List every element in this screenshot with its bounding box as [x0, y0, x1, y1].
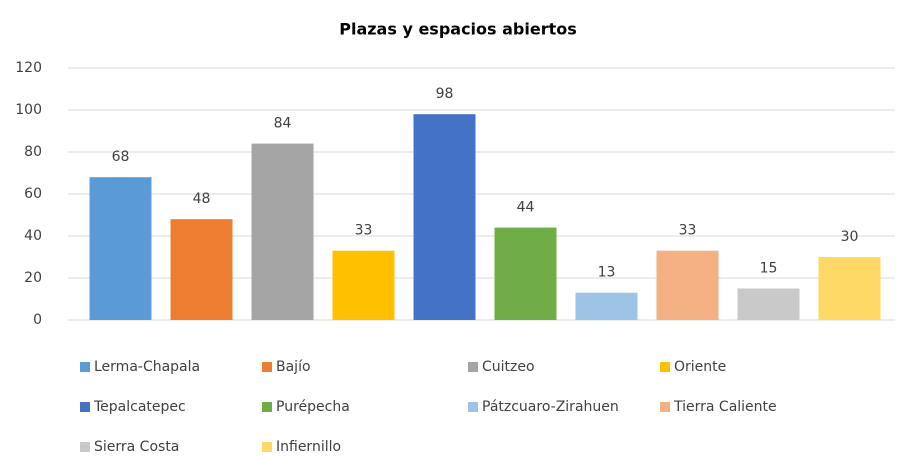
data-label: 48: [193, 191, 211, 207]
bar: [170, 219, 233, 320]
legend-label: Tierra Caliente: [673, 399, 777, 415]
y-tick-label: 40: [24, 228, 42, 244]
legend-swatch: [468, 362, 478, 372]
legend-label: Bajío: [276, 359, 311, 375]
bar: [251, 143, 314, 320]
y-tick-label: 0: [33, 312, 42, 328]
bar: [494, 227, 557, 320]
legend-swatch: [262, 362, 272, 372]
data-label: 13: [598, 265, 616, 281]
y-tick-label: 60: [24, 186, 42, 202]
chart-title: Plazas y espacios abiertos: [339, 20, 577, 39]
legend-swatch: [660, 402, 670, 412]
data-label: 68: [112, 149, 130, 165]
legend-label: Lerma-Chapala: [94, 359, 200, 375]
bar: [818, 257, 881, 320]
legend-label: Tepalcatepec: [93, 399, 186, 415]
bar: [737, 288, 800, 320]
legend-swatch: [80, 402, 90, 412]
data-label: 44: [517, 200, 535, 216]
bar: [656, 250, 719, 320]
legend-label: Cuitzeo: [482, 359, 535, 375]
legend-label: Oriente: [674, 359, 726, 375]
legend-label: Purépecha: [276, 399, 350, 415]
legend-label: Infiernillo: [276, 439, 341, 455]
data-label: 33: [355, 223, 373, 239]
y-tick-label: 120: [15, 60, 42, 76]
bar: [89, 177, 152, 320]
legend-swatch: [262, 442, 272, 452]
y-tick-label: 100: [15, 102, 42, 118]
y-tick-label: 80: [24, 144, 42, 160]
legend-swatch: [468, 402, 478, 412]
data-label: 30: [841, 229, 859, 245]
bar: [575, 292, 638, 320]
data-label: 15: [760, 261, 778, 277]
bar: [413, 114, 476, 320]
legend-label: Pátzcuaro-Zirahuen: [482, 399, 619, 415]
y-tick-label: 20: [24, 270, 42, 286]
legend-swatch: [80, 442, 90, 452]
data-label: 84: [274, 116, 292, 132]
legend-label: Sierra Costa: [94, 439, 179, 455]
bar: [332, 250, 395, 320]
data-label: 98: [436, 86, 454, 102]
legend-swatch: [262, 402, 272, 412]
data-label: 33: [679, 223, 697, 239]
legend-swatch: [660, 362, 670, 372]
legend-swatch: [80, 362, 90, 372]
